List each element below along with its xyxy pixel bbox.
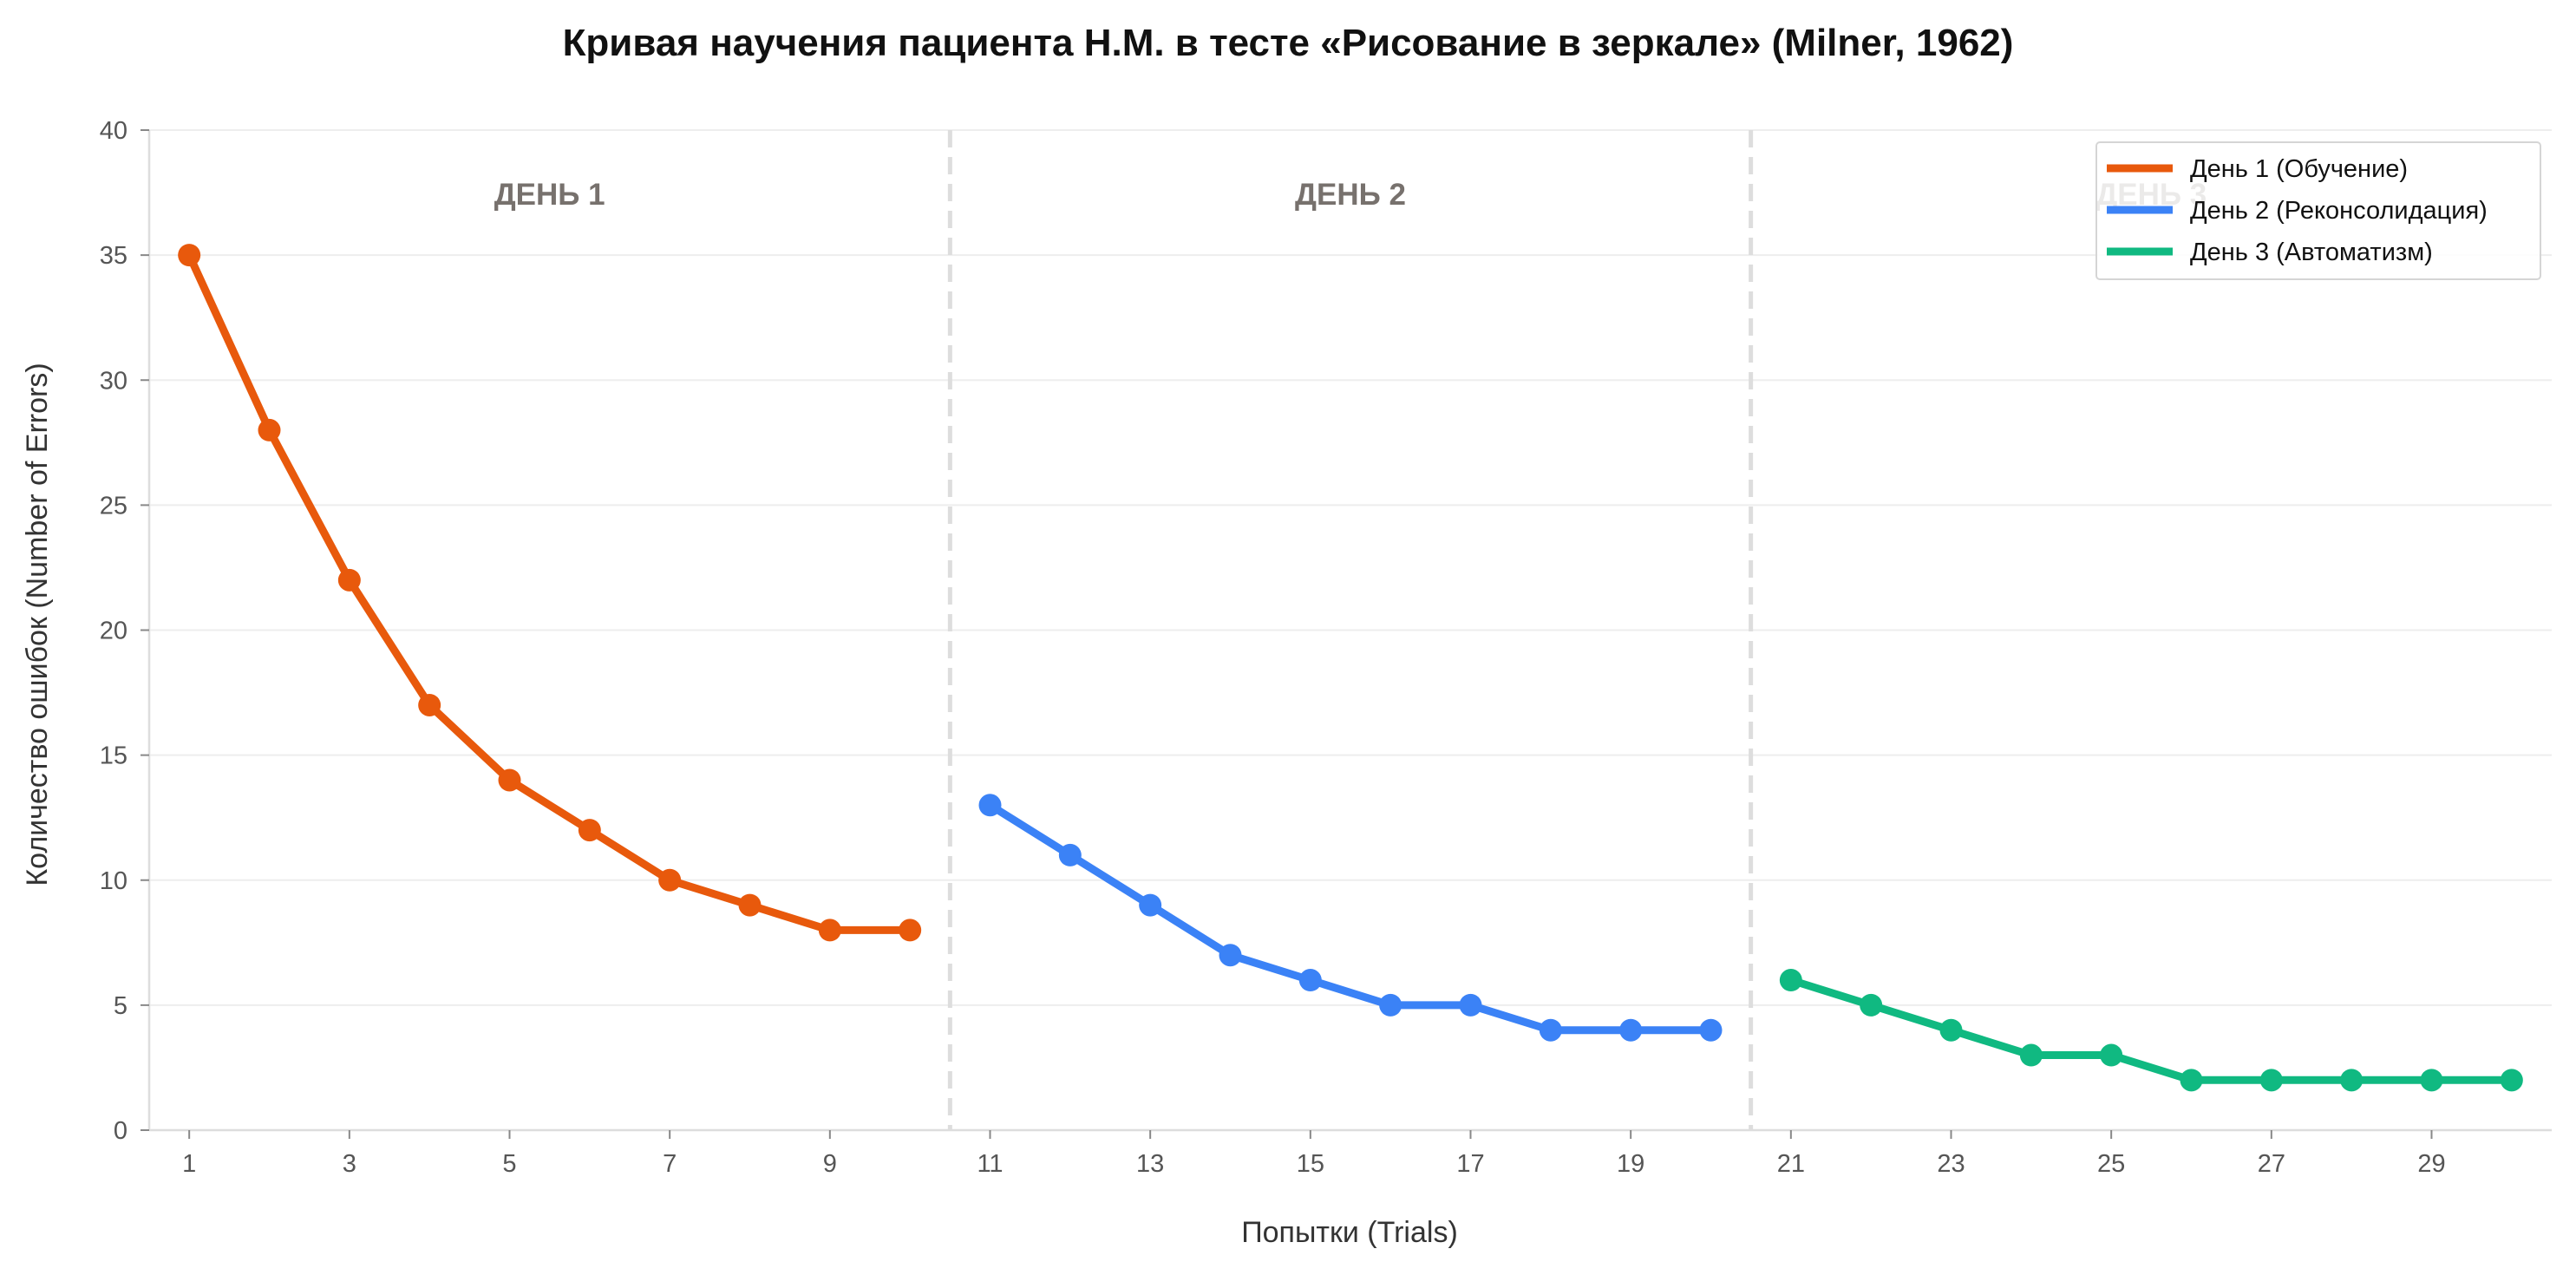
y-axis-label: Количество ошибок (Number of Errors) bbox=[21, 363, 54, 886]
data-point bbox=[578, 819, 601, 842]
x-tick-label: 3 bbox=[343, 1150, 356, 1178]
data-point bbox=[1459, 993, 1482, 1017]
series-line bbox=[986, 801, 1715, 1035]
data-point bbox=[2420, 1069, 2443, 1092]
x-axis-label: Попытки (Trials) bbox=[1241, 1216, 1458, 1249]
data-point bbox=[337, 568, 361, 592]
series-3 bbox=[1779, 969, 2523, 1092]
y-tick-label: 25 bbox=[100, 492, 127, 520]
x-tick-label: 5 bbox=[502, 1150, 516, 1178]
data-point bbox=[1699, 1018, 1723, 1042]
day-label-1: ДЕНЬ 1 bbox=[494, 178, 605, 212]
data-point bbox=[2500, 1069, 2523, 1092]
data-point bbox=[2100, 1043, 2123, 1067]
series-group bbox=[178, 244, 2523, 1092]
x-axis-ticks: 1 3 5 7 9 11 13 15 17 19 21 23 25 27 29 bbox=[182, 1130, 2446, 1178]
data-point bbox=[2340, 1069, 2364, 1092]
chart-title: Кривая научения пациента Н.М. в тесте «Р… bbox=[563, 22, 2014, 64]
data-point bbox=[1939, 1018, 1963, 1042]
data-point bbox=[1139, 893, 1162, 917]
data-point bbox=[899, 919, 922, 942]
y-tick-label: 0 bbox=[114, 1117, 127, 1145]
day-separators bbox=[947, 130, 1754, 1130]
data-point bbox=[658, 868, 682, 892]
data-point bbox=[1779, 969, 1802, 992]
grid-lines bbox=[149, 129, 2552, 1006]
series-2 bbox=[978, 794, 1723, 1042]
data-point bbox=[1379, 993, 1402, 1017]
data-point bbox=[258, 418, 281, 441]
data-point bbox=[178, 244, 201, 267]
x-tick-label: 19 bbox=[1617, 1150, 1644, 1178]
y-tick-label: 35 bbox=[100, 242, 127, 270]
legend: День 1 (Обучение) День 2 (Реконсолидация)… bbox=[2095, 141, 2541, 280]
x-tick-label: 25 bbox=[2097, 1150, 2125, 1178]
data-point bbox=[738, 893, 762, 917]
x-tick-label: 13 bbox=[1136, 1150, 1164, 1178]
data-point bbox=[418, 693, 441, 716]
data-point bbox=[1539, 1018, 1562, 1042]
data-point bbox=[978, 794, 1002, 817]
legend-box bbox=[2095, 141, 2541, 280]
data-point bbox=[1219, 944, 1242, 967]
y-tick-label: 15 bbox=[100, 742, 127, 770]
series-line bbox=[185, 251, 914, 934]
x-tick-label: 27 bbox=[2258, 1150, 2285, 1178]
y-tick-label: 40 bbox=[100, 117, 127, 145]
data-point bbox=[2180, 1069, 2203, 1092]
x-tick-label: 11 bbox=[977, 1150, 1003, 1178]
x-tick-label: 15 bbox=[1297, 1150, 1324, 1178]
legend-entry: День 3 (Автоматизм) bbox=[2190, 239, 2433, 266]
x-tick-label: 23 bbox=[1937, 1150, 1965, 1178]
y-tick-label: 5 bbox=[114, 992, 127, 1020]
x-tick-label: 29 bbox=[2417, 1150, 2445, 1178]
data-point bbox=[1860, 993, 1883, 1017]
x-tick-label: 1 bbox=[182, 1150, 196, 1178]
x-tick-label: 7 bbox=[663, 1150, 677, 1178]
legend-entry: День 1 (Обучение) bbox=[2190, 155, 2408, 183]
data-point bbox=[1619, 1018, 1643, 1042]
data-point bbox=[2259, 1069, 2283, 1092]
series-line bbox=[1787, 976, 2516, 1084]
y-axis-ticks: 0 5 10 15 20 25 30 35 40 bbox=[100, 117, 149, 1145]
x-tick-label: 17 bbox=[1456, 1150, 1484, 1178]
data-point bbox=[818, 919, 841, 942]
data-point bbox=[498, 768, 521, 792]
data-point bbox=[2019, 1043, 2043, 1067]
x-tick-label: 21 bbox=[1777, 1150, 1805, 1178]
y-tick-label: 20 bbox=[100, 618, 127, 645]
legend-entry: День 2 (Реконсолидация) bbox=[2190, 197, 2488, 225]
x-tick-label: 9 bbox=[823, 1150, 837, 1178]
series-1 bbox=[178, 244, 922, 942]
y-tick-label: 30 bbox=[100, 367, 127, 395]
day-label-2: ДЕНЬ 2 bbox=[1295, 178, 1406, 212]
data-point bbox=[1298, 969, 1322, 992]
y-tick-label: 10 bbox=[100, 867, 127, 895]
data-point bbox=[1058, 843, 1082, 866]
